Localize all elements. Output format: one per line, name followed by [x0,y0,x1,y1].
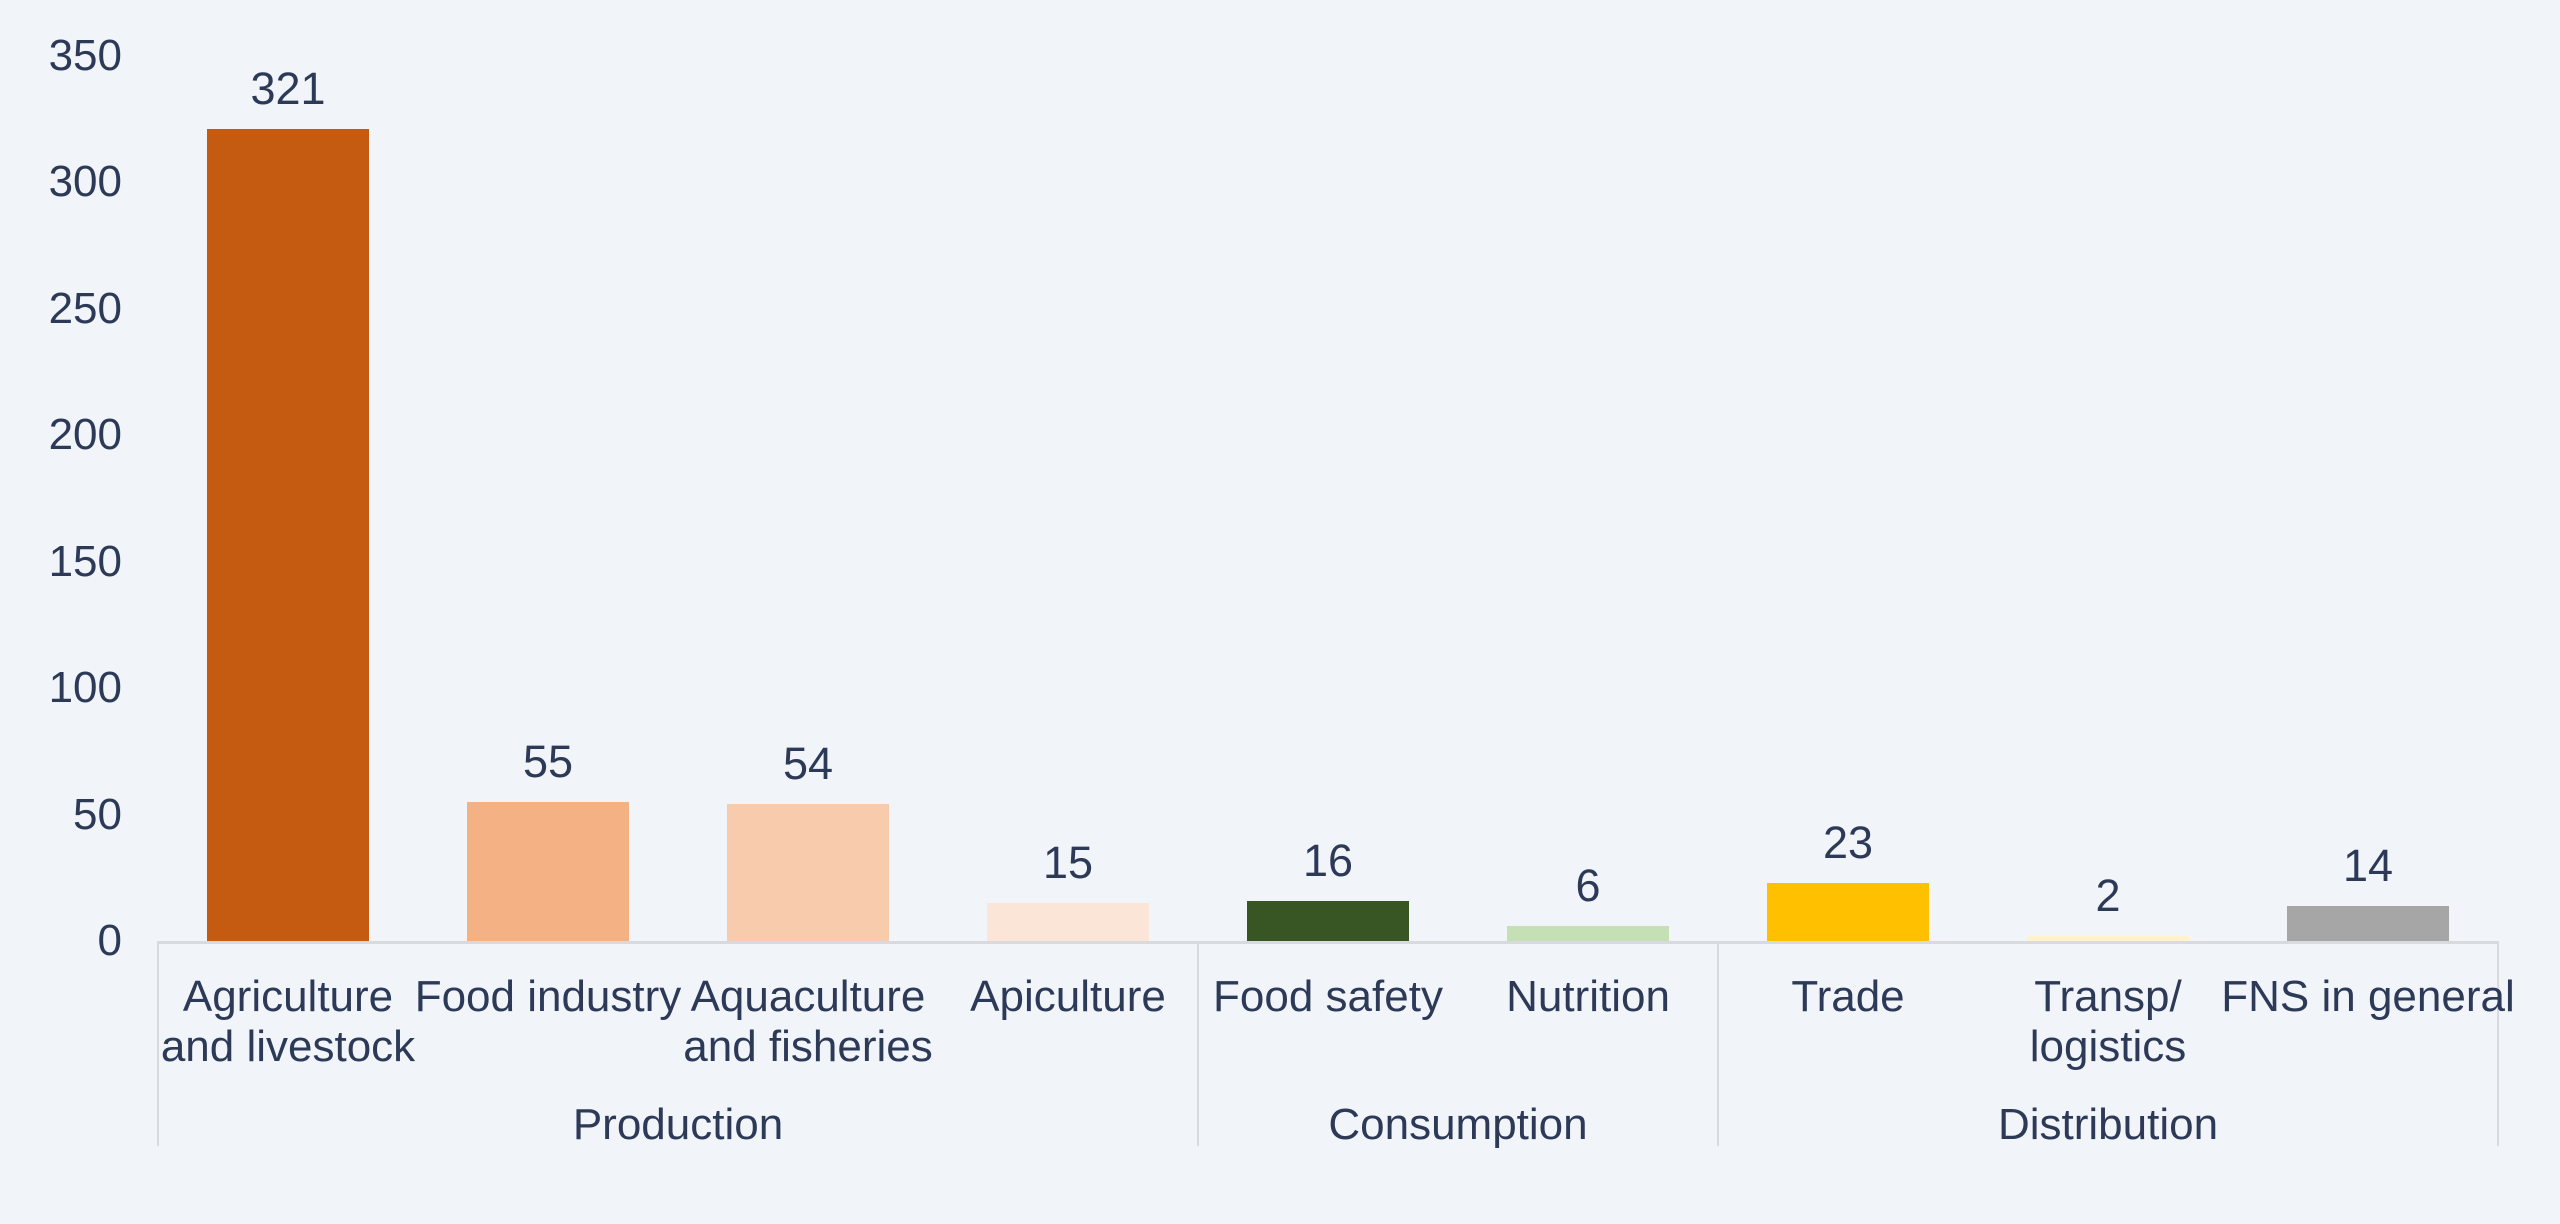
bar-value-label: 54 [782,738,834,790]
axis-group-label: Consumption [1328,1100,1588,1149]
axis-group-label: Distribution [1997,1100,2219,1149]
bar [207,129,369,941]
bar-value-label: 55 [522,735,574,787]
category-label-line: logistics [2029,1022,2187,1071]
y-axis-tick-label: 100 [48,663,122,713]
category-label-line: Food safety [1213,972,1443,1021]
category-label: Agriculture and livestock [133,972,443,1072]
category-box-divider [1717,941,1719,1146]
category-label-line: and livestock [160,1022,416,1071]
category-label: FNS in general [2213,972,2523,1022]
bar [987,903,1149,941]
category-label-line: Food industry [414,972,682,1021]
y-axis-tick-label: 150 [48,536,122,586]
category-label-line: Aquaculture [690,972,926,1021]
category-label: Trade [1693,972,2003,1022]
category-label: Apiculture [913,972,1223,1022]
bar [1247,900,1409,941]
category-label-line: Trade [1791,972,1905,1021]
category-box-divider [2497,941,2499,1146]
bar-value-label: 321 [250,63,326,115]
bar-value-label: 6 [1575,859,1601,911]
y-axis-tick-label: 300 [48,157,122,207]
bar-value-label: 15 [1042,837,1094,889]
category-label: Transp/logistics [1953,972,2263,1072]
x-axis-line [158,941,2498,944]
category-label-line: FNS in general [2221,972,2515,1021]
y-axis-tick-label: 250 [48,283,122,333]
bar [2027,935,2189,941]
axis-group-label: Production [572,1100,784,1149]
bar [2287,905,2449,941]
bar-value-label: 23 [1822,816,1874,868]
category-box-divider [1197,941,1199,1146]
category-label: Food industry [393,972,703,1022]
y-axis-tick-label: 200 [48,410,122,460]
category-label-line: and fisheries [683,1022,933,1071]
category-label-line: Agriculture [182,972,394,1021]
category-label-line: Apiculture [970,972,1166,1021]
y-axis-tick-label: 0 [97,916,122,965]
bar [467,801,629,941]
category-box-divider [157,941,159,1146]
category-label-line: Nutrition [1506,972,1670,1021]
bar-value-label: 14 [2342,839,2394,891]
y-axis-tick-label: 50 [73,789,122,839]
category-label: Aquaculture and fisheries [653,972,963,1072]
bar [1507,925,1669,941]
bar-value-label: 16 [1302,834,1354,886]
category-label-line: Transp/ [2034,972,2182,1021]
y-axis-tick-label: 350 [48,31,122,80]
bar-value-label: 2 [2095,869,2121,921]
bar [727,804,889,941]
category-label: Nutrition [1433,972,1743,1022]
category-label: Food safety [1173,972,1483,1022]
bar [1767,882,1929,941]
